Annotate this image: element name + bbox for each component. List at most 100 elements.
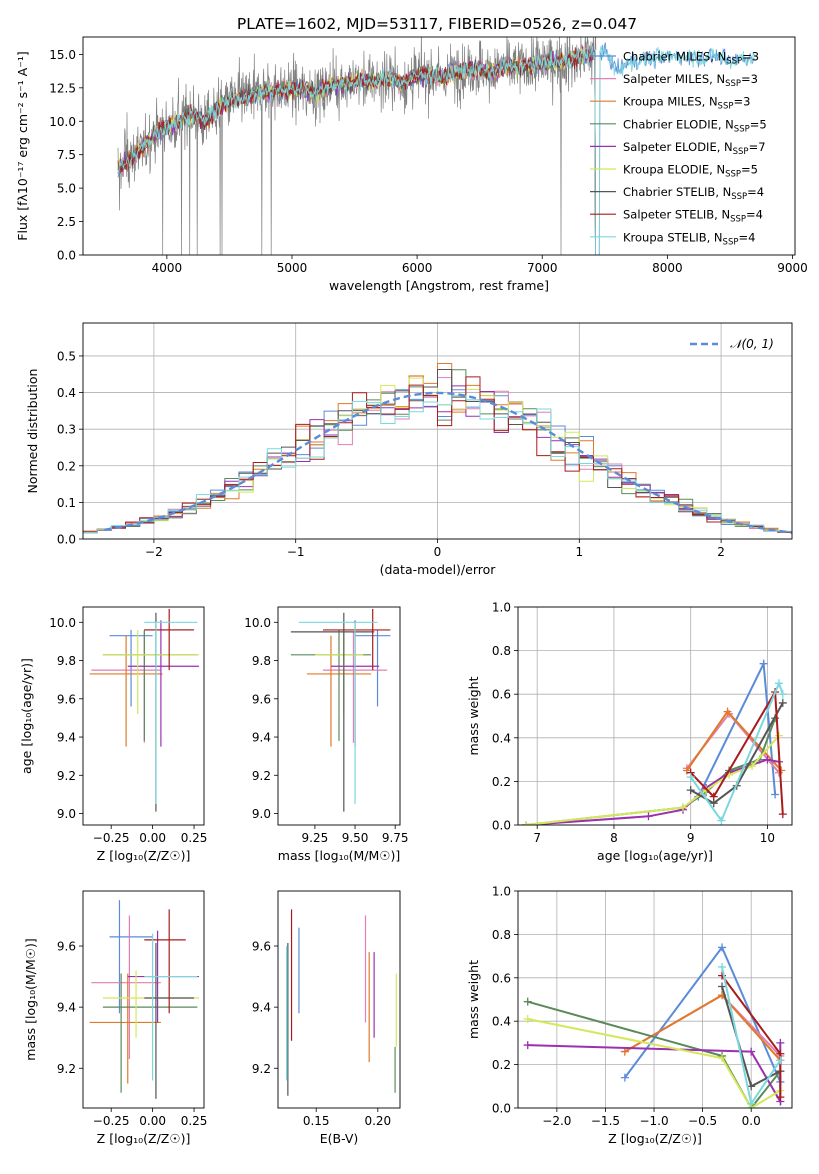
series-marker-chabrier_stelib [718, 982, 727, 991]
x-tick-label: 0.00 [139, 831, 166, 845]
ticks: −0.25 0.00 0.25 9.2 9.4 9.6 [57, 940, 208, 1128]
ticks: −0.25 0.00 0.25 9.0 9.2 9.4 9.6 9.8 10.0 [49, 616, 207, 845]
series-marker-salpeter_stelib [709, 792, 718, 801]
legend-subscript: SSP [734, 124, 750, 134]
y-tick-label: 1.0 [492, 601, 511, 615]
legend-text: Kroupa STELIB, N [623, 230, 723, 244]
x-axis-label: Z [log₁₀(Z/Z☉)] [608, 1131, 702, 1146]
legend-tail: =5 [750, 117, 767, 131]
y-tick-label: 0.8 [492, 928, 511, 942]
y-tick-label: 0.6 [492, 688, 511, 702]
y-tick-label: 9.4 [57, 1001, 76, 1015]
x-axis-label: age [log₁₀(age/yr)] [597, 848, 713, 863]
legend-entry: Chabrier MILES, NSSP=3 [623, 50, 759, 67]
series-marker-salpeter_elodie [747, 1047, 756, 1056]
x-tick-label: −0.25 [93, 831, 130, 845]
y-axis-label: mass weight [466, 960, 481, 1039]
series-marker-salpeter_stelib [776, 1093, 785, 1102]
x-tick-label: −1 [287, 545, 305, 559]
series-marker-kroupa_stelib [718, 962, 727, 971]
x-tick-label: 0.20 [364, 1114, 391, 1128]
legend-text: Kroupa ELODIE, N [623, 163, 725, 177]
y-tick-label: 0.0 [57, 533, 76, 547]
age_z-panel: −0.25 0.00 0.25 9.0 9.2 9.4 9.6 9.8 10.0 Z [log₁₀… [19, 606, 207, 863]
age_mass-panel: 9.25 9.50 9.75 9.0 9.2 9.4 9.6 9.8 10.0 mass [log… [244, 606, 409, 863]
series-marker-kroupa_stelib [717, 816, 726, 825]
x-tick-label: −0.5 [688, 1114, 717, 1128]
y-tick-label: 0.1 [57, 496, 76, 510]
x-axis-label: mass [log₁₀(M/M☉)] [278, 848, 400, 863]
legend-subscript: SSP [725, 170, 741, 180]
legend-subscript: SSP [718, 102, 734, 112]
y-tick-label: 0.2 [492, 775, 511, 789]
x-tick-label: 9 [687, 831, 695, 845]
legend-subscript: SSP [726, 57, 742, 67]
x-tick-label: 6000 [402, 261, 433, 275]
x-tick-label: 4000 [152, 261, 183, 275]
legend-text: Chabrier ELODIE, N [623, 117, 734, 131]
plot-area [89, 608, 200, 812]
y-tick-label: 9.0 [57, 807, 76, 821]
axes-frame [517, 890, 793, 1109]
x-tick-label: 0.25 [181, 831, 208, 845]
legend-subscript: SSP [733, 147, 749, 157]
legend-tail: =7 [749, 140, 766, 154]
y-tick-label: 0.4 [492, 731, 511, 745]
plot-area [286, 909, 397, 1096]
axes-frame [277, 890, 401, 1109]
series-line-chabrier_stelib [690, 702, 784, 805]
series-marker-kroupa_elodie [523, 1015, 532, 1024]
y-tick-label: 0.4 [492, 1015, 511, 1029]
figure-title: PLATE=1602, MJD=53117, FIBERID=0526, z=0… [237, 15, 637, 33]
series-marker-kroupa_miles [777, 766, 786, 775]
y-tick-label: 9.2 [57, 769, 76, 783]
series-marker-salpeter_elodie [763, 755, 772, 764]
legend-subscript: SSP [731, 192, 747, 202]
legend-tail: =3 [741, 72, 758, 86]
series-marker-chabrier_miles [620, 1073, 629, 1082]
plot-area [521, 659, 787, 825]
gaussian-legend-label: 𝒩(0, 1) [730, 337, 774, 351]
x-tick-label: −1.0 [639, 1114, 668, 1128]
x-axis-label: E(B-V) [320, 1131, 359, 1146]
x-tick-label: 10 [760, 831, 775, 845]
x-tick-label: 8000 [652, 261, 683, 275]
x-tick-label: 9.25 [302, 831, 329, 845]
legend-entry: Kroupa ELODIE, NSSP=5 [623, 163, 758, 180]
y-tick-label: 9.6 [57, 692, 76, 706]
y-tick-label: 12.5 [49, 81, 76, 95]
series-marker-kroupa_stelib [774, 679, 783, 688]
x-tick-label: 9.75 [382, 831, 409, 845]
legend-tail: =5 [741, 163, 758, 177]
spectrum-panel: 4000 5000 6000 7000 8000 9000 0.0 2.5 5.0 7.5 10.0… [15, 36, 808, 293]
series-marker-salpeter_stelib [778, 810, 787, 819]
axes-frame [517, 606, 793, 826]
weight_age-panel: 7 8 9 10 0.0 0.2 0.4 0.6 0.8 1.0 age [log₁₀(age/yr… [466, 601, 793, 863]
series-marker-chabrier_miles [759, 659, 768, 668]
x-axis-label: Z [log₁₀(Z/Z☉)] [97, 848, 191, 863]
y-tick-label: 0.2 [57, 459, 76, 473]
ticks: −2 −1 0 1 2 0.0 0.1 0.2 0.3 0.4 0.5 [57, 349, 725, 559]
y-tick-label: 9.8 [252, 654, 271, 668]
series-marker-kroupa_elodie [718, 1054, 727, 1063]
legend-text: Chabrier STELIB, N [623, 185, 731, 199]
y-tick-label: 0.4 [57, 386, 76, 400]
y-tick-label: 9.6 [57, 940, 76, 954]
y-tick-label: 9.2 [252, 769, 271, 783]
x-tick-label: 0.0 [742, 1114, 761, 1128]
series-marker-kroupa_elodie [748, 762, 757, 771]
series-marker-kroupa_miles [723, 707, 732, 716]
x-tick-label: −2.0 [542, 1114, 571, 1128]
y-tick-label: 0.0 [492, 1102, 511, 1116]
legend-subscript: SSP [730, 215, 746, 225]
ticks: 4000 5000 6000 7000 8000 9000 0.0 2.5 5.0 7.5 10.0… [49, 48, 807, 275]
y-tick-label: 9.4 [252, 731, 271, 745]
ticks: 9.25 9.50 9.75 9.0 9.2 9.4 9.6 9.8 10.0 [244, 616, 408, 845]
y-tick-label: 2.5 [57, 215, 76, 229]
plot-area [89, 900, 200, 1099]
legend-entry: Kroupa MILES, NSSP=3 [623, 95, 750, 112]
residuals-panel: −2 −1 0 1 2 0.0 0.1 0.2 0.3 0.4 0.5 (data-model)/er… [25, 322, 793, 577]
y-tick-label: 15.0 [49, 48, 76, 62]
y-tick-label: 0.3 [57, 423, 76, 437]
